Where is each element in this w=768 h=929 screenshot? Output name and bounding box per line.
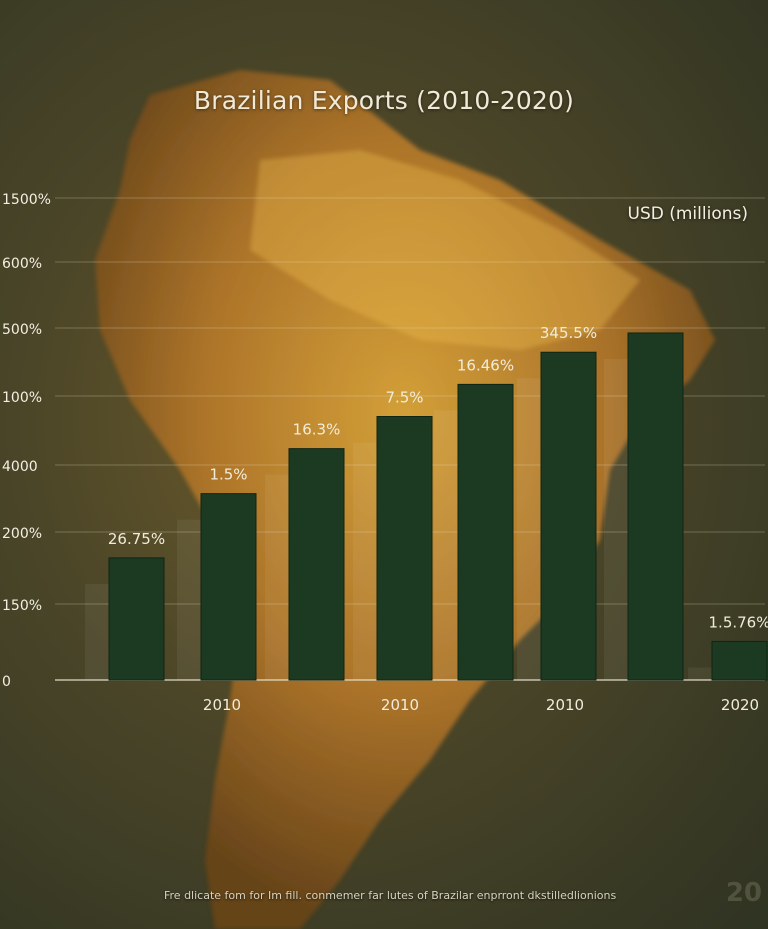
y-tick-label: 4000 — [2, 459, 38, 475]
bar — [376, 416, 433, 681]
bar — [627, 332, 684, 681]
unit-label: USD (millions) — [627, 204, 748, 224]
y-tick-label: 600% — [2, 256, 42, 272]
bar-value-label: 1.5.76% — [709, 613, 768, 631]
x-tick-label: 2010 — [381, 696, 419, 714]
bar — [540, 351, 597, 681]
bar-value-label: 16.3% — [293, 421, 341, 439]
bar-value-label: 26.75% — [108, 530, 165, 548]
x-tick-label: 2010 — [203, 696, 241, 714]
bar — [457, 383, 514, 681]
corner-watermark: 20 — [725, 878, 762, 908]
y-tick-label: 200% — [2, 526, 42, 542]
x-tick-label: 2020 — [721, 696, 759, 714]
bar — [200, 493, 257, 681]
y-tick-label: 100% — [2, 390, 42, 406]
bar-value-label: 7.5% — [385, 389, 423, 407]
bar-value-label: 345.5% — [540, 324, 597, 342]
y-tick-label: 500% — [2, 322, 42, 338]
y-tick-label: 0 — [2, 674, 11, 690]
x-tick-label: 2010 — [546, 696, 584, 714]
y-tick-label: 150% — [2, 598, 42, 614]
chart-title: Brazilian Exports (2010-2020) — [193, 86, 575, 115]
bar — [288, 448, 345, 681]
footer-caption: Fre dlicate fom for Im fill. conmemer fa… — [164, 889, 617, 902]
bar-value-label: 1.5% — [209, 466, 247, 484]
y-tick-label: 1500% — [2, 192, 51, 208]
bar — [108, 557, 165, 681]
continent-highlight — [250, 150, 640, 350]
bar — [711, 640, 768, 681]
bar-value-label: 16.46% — [457, 356, 514, 374]
